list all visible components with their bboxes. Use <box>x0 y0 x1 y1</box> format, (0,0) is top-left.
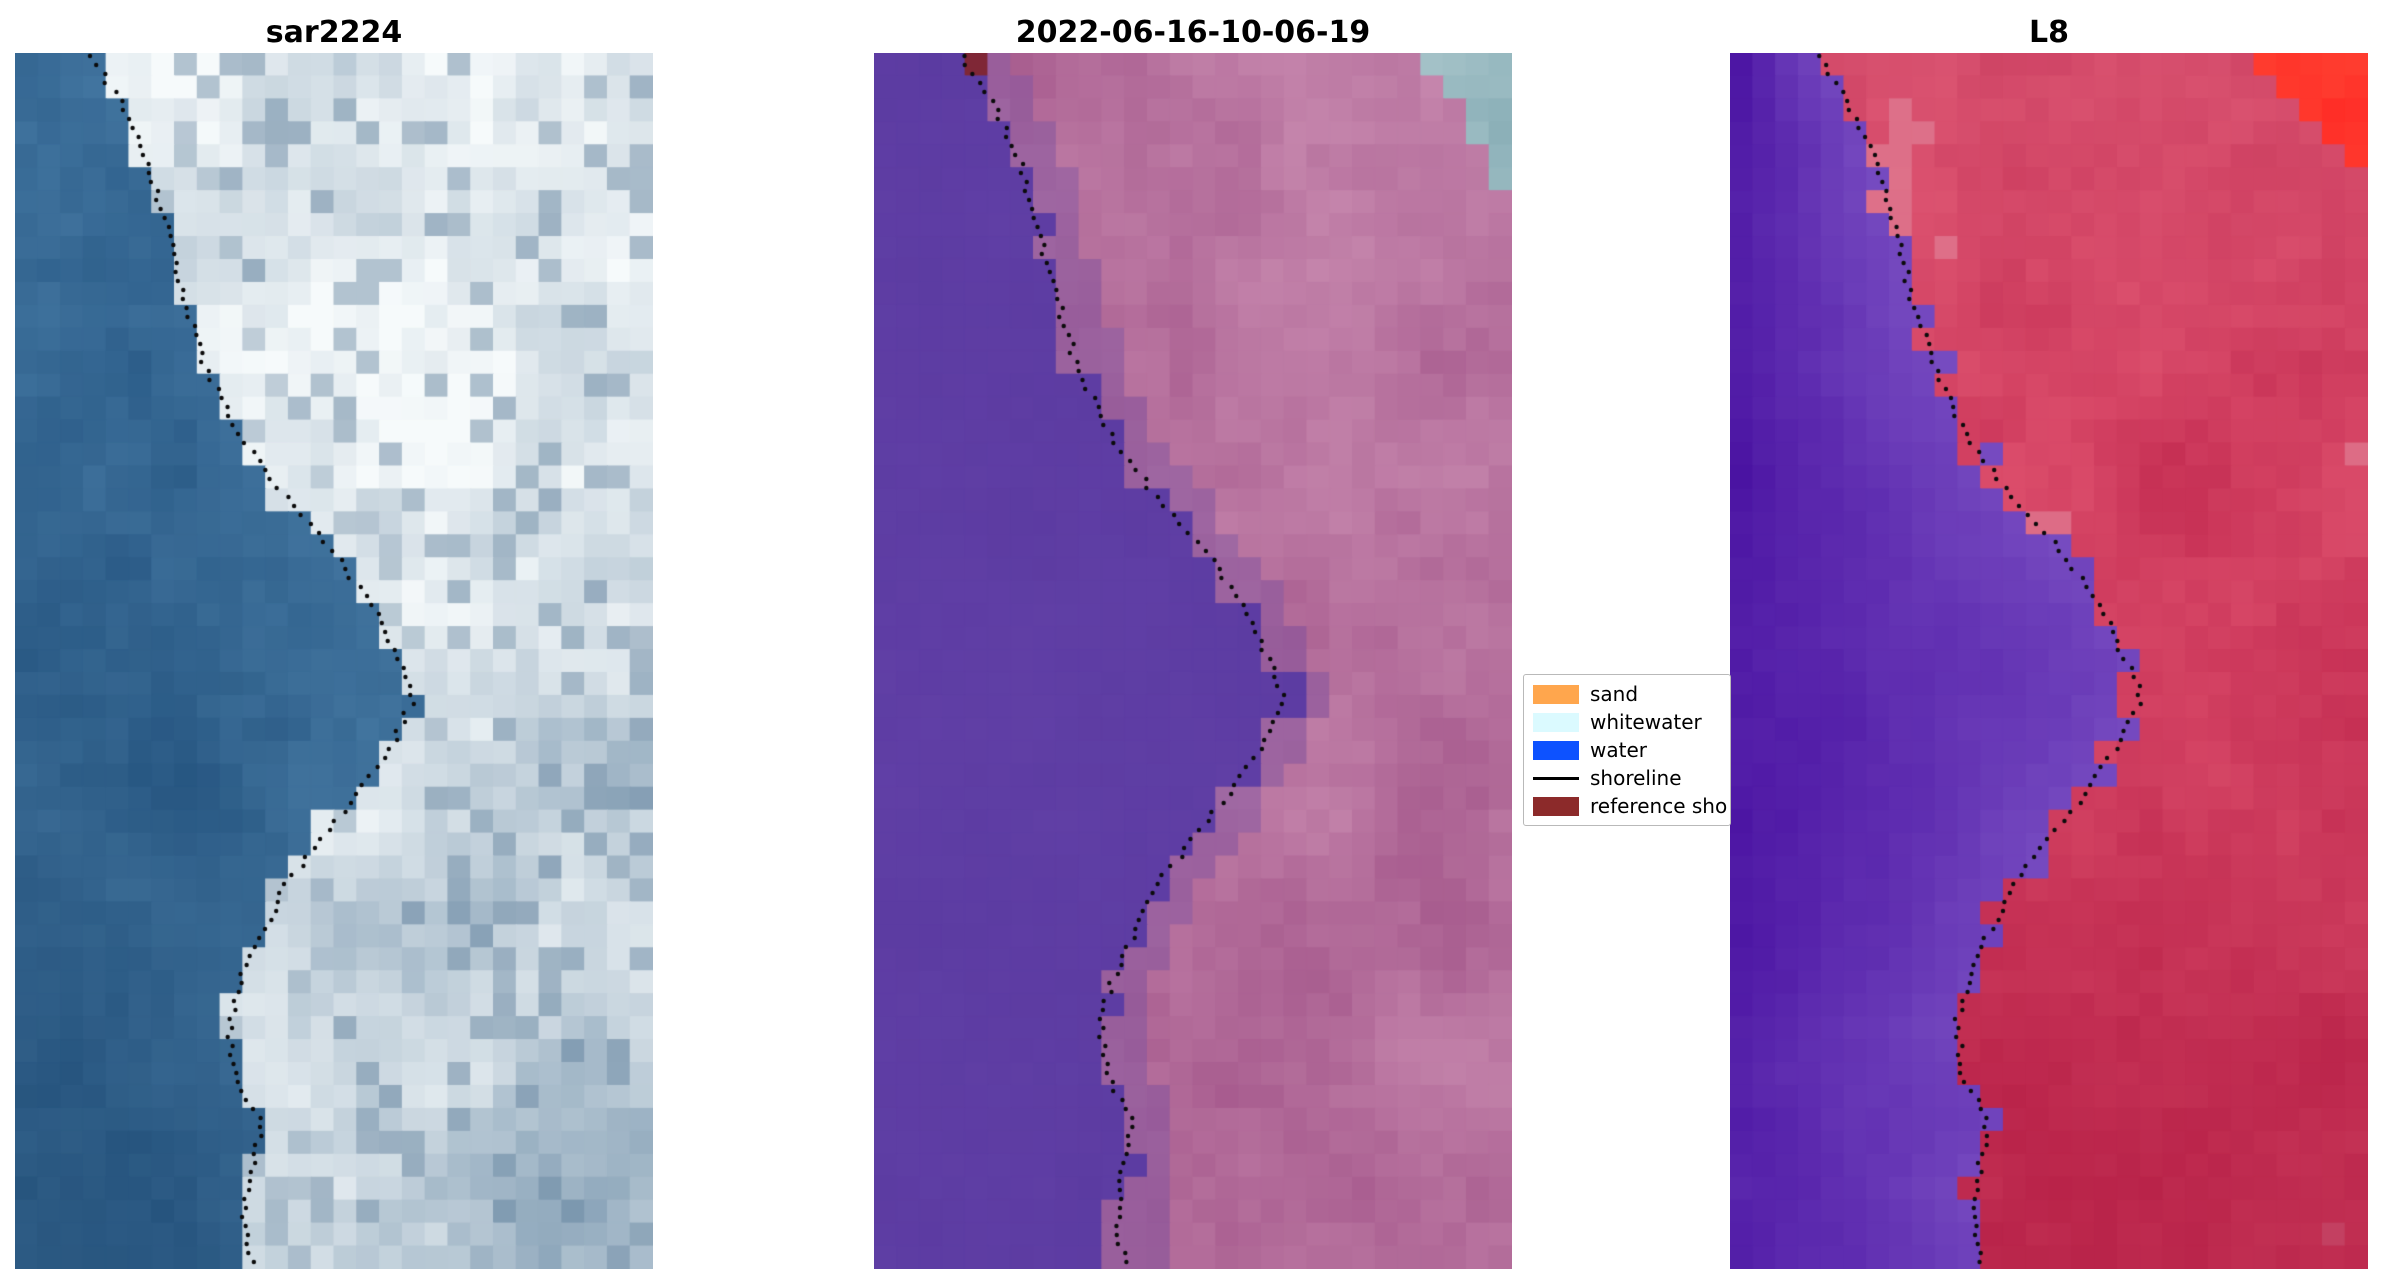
l8-image-canvas <box>1730 53 2368 1269</box>
legend-label-whitewater: whitewater <box>1590 710 1702 734</box>
panel-l8: L8 <box>1730 12 2368 1269</box>
legend-label-sand: sand <box>1590 682 1639 706</box>
panel-title-l8: L8 <box>2029 15 2069 50</box>
panel-title-sar2224: sar2224 <box>265 15 403 50</box>
sar-image-canvas <box>15 53 653 1269</box>
legend-item-whitewater: whitewater <box>1533 708 1730 736</box>
legend-item-sand: sand <box>1533 680 1730 708</box>
legend-item-reference-sho: reference sho <box>1533 792 1730 820</box>
whitewater-swatch <box>1533 712 1579 732</box>
classified-image-canvas <box>874 53 1512 1269</box>
reference-sho-swatch <box>1533 796 1579 816</box>
legend-item-water: water <box>1533 736 1730 764</box>
legend-item-shoreline: shoreline <box>1533 764 1730 792</box>
legend-label-reference-sho: reference sho <box>1590 794 1728 818</box>
panel-title-classified: 2022-06-16-10-06-19 <box>1015 15 1371 50</box>
panel-sar2224: sar2224 <box>15 12 653 1269</box>
shoreline-swatch <box>1533 776 1579 780</box>
legend: sand whitewater water shoreline reference sh… <box>1523 674 1731 826</box>
panel-classified: 2022-06-16-10-06-19 <box>874 12 1512 1269</box>
legend-label-shoreline: shoreline <box>1590 766 1682 790</box>
water-swatch <box>1533 740 1579 760</box>
legend-label-water: water <box>1590 738 1647 762</box>
sand-swatch <box>1533 684 1579 704</box>
